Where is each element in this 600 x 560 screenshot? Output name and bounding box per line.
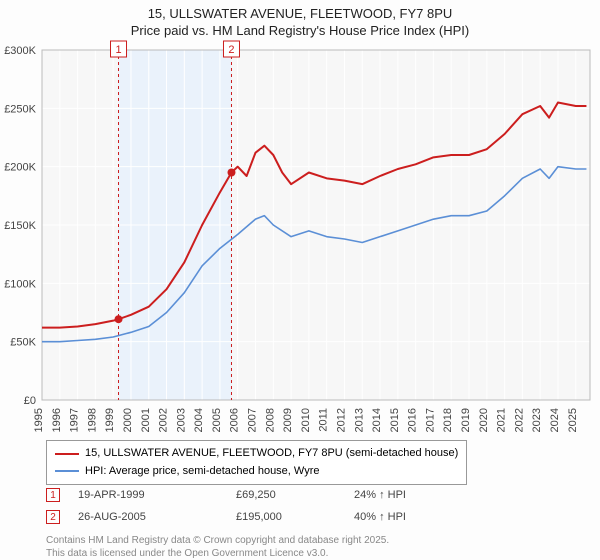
svg-text:£300K: £300K [4, 45, 36, 57]
svg-text:2005: 2005 [211, 408, 223, 432]
svg-text:2015: 2015 [389, 408, 401, 432]
svg-text:2019: 2019 [460, 408, 472, 432]
chart-container: 15, ULLSWATER AVENUE, FLEETWOOD, FY7 8PU… [0, 0, 600, 560]
transaction-row: 1 19-APR-1999 £69,250 24% ↑ HPI [46, 484, 474, 506]
svg-text:£200K: £200K [4, 162, 36, 174]
svg-text:2025: 2025 [567, 408, 579, 432]
transaction-delta: 24% ↑ HPI [354, 489, 474, 501]
svg-text:1997: 1997 [69, 408, 81, 432]
svg-text:2001: 2001 [140, 408, 152, 432]
svg-text:£0: £0 [24, 395, 36, 407]
svg-text:1996: 1996 [51, 408, 63, 432]
chart-legend: 15, ULLSWATER AVENUE, FLEETWOOD, FY7 8PU… [46, 440, 467, 485]
svg-text:2002: 2002 [158, 408, 170, 432]
transaction-delta: 40% ↑ HPI [354, 511, 474, 523]
svg-text:2022: 2022 [513, 408, 525, 432]
transaction-row: 2 26-AUG-2005 £195,000 40% ↑ HPI [46, 506, 474, 528]
svg-text:2010: 2010 [300, 408, 312, 432]
legend-label: 15, ULLSWATER AVENUE, FLEETWOOD, FY7 8PU… [85, 445, 458, 463]
legend-item: 15, ULLSWATER AVENUE, FLEETWOOD, FY7 8PU… [55, 445, 458, 463]
svg-text:2024: 2024 [549, 408, 561, 432]
transaction-marker: 1 [46, 488, 60, 502]
svg-text:2000: 2000 [122, 408, 134, 432]
svg-text:2021: 2021 [496, 408, 508, 432]
footer-attribution: Contains HM Land Registry data © Crown c… [46, 534, 389, 560]
svg-text:2007: 2007 [247, 408, 259, 432]
footer-line-1: Contains HM Land Registry data © Crown c… [46, 534, 389, 547]
legend-label: HPI: Average price, semi-detached house,… [85, 463, 319, 481]
svg-text:1995: 1995 [33, 408, 45, 432]
svg-text:2003: 2003 [175, 408, 187, 432]
legend-item: HPI: Average price, semi-detached house,… [55, 463, 458, 481]
price-chart: £0 £50K £100K £150K £200K £250K £300K 1995 1996 1… [0, 0, 600, 440]
svg-text:2004: 2004 [193, 408, 205, 432]
transaction-marker: 2 [46, 510, 60, 524]
svg-text:1: 1 [115, 44, 121, 56]
svg-text:1999: 1999 [104, 408, 116, 432]
svg-text:2006: 2006 [229, 408, 241, 432]
svg-text:2011: 2011 [318, 408, 330, 432]
transactions-table: 1 19-APR-1999 £69,250 24% ↑ HPI 2 26-AUG-2005… [46, 484, 474, 528]
svg-text:2016: 2016 [407, 408, 419, 432]
legend-swatch [55, 453, 79, 455]
svg-text:2014: 2014 [371, 408, 383, 432]
svg-text:2017: 2017 [424, 408, 436, 432]
legend-swatch [55, 470, 79, 472]
footer-line-2: This data is licensed under the Open Gov… [46, 547, 389, 560]
svg-text:2013: 2013 [353, 408, 365, 432]
svg-text:2: 2 [228, 44, 234, 56]
transaction-price: £195,000 [236, 511, 336, 523]
svg-text:1998: 1998 [86, 408, 98, 432]
svg-text:2009: 2009 [282, 408, 294, 432]
svg-text:2012: 2012 [335, 408, 347, 432]
svg-text:2018: 2018 [442, 408, 454, 432]
svg-text:2020: 2020 [478, 408, 490, 432]
transaction-date: 19-APR-1999 [78, 489, 218, 501]
svg-text:£100K: £100K [4, 278, 36, 290]
transaction-date: 26-AUG-2005 [78, 511, 218, 523]
svg-text:2023: 2023 [531, 408, 543, 432]
svg-text:2008: 2008 [264, 408, 276, 432]
transaction-price: £69,250 [236, 489, 336, 501]
svg-text:£150K: £150K [4, 220, 36, 232]
svg-text:£250K: £250K [4, 103, 36, 115]
svg-text:£50K: £50K [10, 337, 36, 349]
